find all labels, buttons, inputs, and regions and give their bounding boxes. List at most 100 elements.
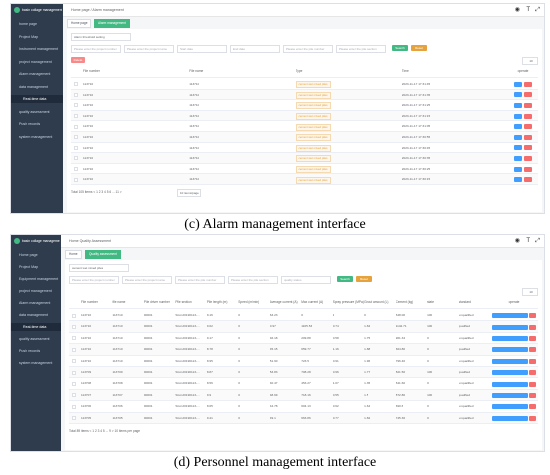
menu-item[interactable]: data management: [19, 84, 48, 89]
menu-item[interactable]: Real-time data: [11, 95, 63, 103]
menu-item[interactable]: Instrument management: [19, 47, 58, 51]
row-checkbox[interactable]: [72, 313, 76, 318]
filter-input[interactable]: Start date: [177, 45, 227, 53]
delete-row-button[interactable]: [529, 370, 536, 376]
edit-button[interactable]: [514, 134, 522, 140]
detail-button[interactable]: [492, 335, 528, 341]
menu-item[interactable]: home page: [19, 22, 37, 26]
filter-input[interactable]: Please enter the pile section: [336, 45, 386, 53]
filter-input[interactable]: quality status: [281, 276, 331, 284]
filter-input[interactable]: Please enter the project name: [124, 45, 174, 53]
tab[interactable]: Quality assessment: [85, 250, 121, 259]
page-size[interactable]: 10: [522, 288, 538, 296]
filter-input[interactable]: Please enter the project name: [122, 276, 172, 284]
delete-row-button[interactable]: [529, 392, 536, 398]
tab[interactable]: Home: [65, 250, 82, 259]
detail-button[interactable]: [492, 347, 528, 353]
search-button[interactable]: Search: [337, 276, 353, 282]
edit-button[interactable]: [514, 124, 522, 130]
delete-row-button[interactable]: [529, 313, 536, 319]
header-icon[interactable]: T: [526, 7, 530, 13]
search-button[interactable]: Search: [392, 45, 408, 51]
edit-button[interactable]: [514, 155, 522, 161]
menu-item[interactable]: quality assessment: [19, 109, 50, 114]
filter-input[interactable]: Please enter the pile section: [228, 276, 278, 284]
header-icon[interactable]: ◉: [514, 238, 520, 244]
menu-item[interactable]: Real-time data: [11, 323, 61, 331]
menu-item[interactable]: quality assessment: [19, 337, 50, 341]
delete-row-button[interactable]: [529, 415, 536, 421]
menu-item[interactable]: Push records: [19, 122, 41, 126]
row-checkbox[interactable]: [72, 370, 76, 375]
header-icon[interactable]: ⤢: [535, 238, 540, 244]
row-checkbox[interactable]: [74, 114, 78, 119]
menu-item[interactable]: Alarm management: [19, 301, 51, 305]
row-checkbox[interactable]: [74, 92, 78, 97]
row-checkbox[interactable]: [74, 135, 78, 140]
pagination[interactable]: Total 105 items < 1 2 3 4 5 6 ... 11 >: [71, 190, 122, 194]
delete-row-button[interactable]: [524, 155, 532, 161]
delete-row-button[interactable]: [524, 134, 532, 140]
menu-item[interactable]: Home page: [19, 253, 38, 257]
filter-input[interactable]: Please enter the project number: [71, 45, 121, 53]
menu-item[interactable]: Alarm management: [19, 72, 51, 76]
delete-row-button[interactable]: [524, 177, 532, 183]
row-checkbox[interactable]: [74, 103, 78, 108]
delete-row-button[interactable]: [529, 324, 536, 330]
row-checkbox[interactable]: [74, 124, 78, 129]
header-icon[interactable]: T: [526, 238, 530, 244]
detail-button[interactable]: [492, 392, 528, 398]
pagination[interactable]: Total 89 items < 1 2 3 4 5 ... 9 > 10 it…: [69, 429, 141, 433]
menu-item[interactable]: Project Map: [19, 34, 39, 39]
page-size[interactable]: 10: [522, 57, 538, 65]
menu-item[interactable]: Equipment management: [19, 277, 59, 281]
tab[interactable]: Alarm management: [94, 19, 130, 28]
reset-button[interactable]: Reset: [356, 276, 372, 282]
edit-button[interactable]: [514, 92, 522, 98]
detail-button[interactable]: [492, 381, 528, 387]
delete-row-button[interactable]: [524, 145, 532, 151]
row-checkbox[interactable]: [72, 393, 76, 398]
detail-button[interactable]: [492, 313, 528, 319]
row-checkbox[interactable]: [74, 145, 78, 150]
menu-item[interactable]: data management: [19, 313, 48, 317]
reset-button[interactable]: Reset: [411, 45, 427, 51]
delete-row-button[interactable]: [524, 92, 532, 98]
toolbar-label[interactable]: Alarm threshold setting: [71, 33, 131, 41]
delete-row-button[interactable]: [529, 381, 536, 387]
menu-item[interactable]: Project Map: [19, 265, 39, 269]
row-checkbox[interactable]: [74, 82, 78, 87]
filter-input[interactable]: End date: [230, 45, 280, 53]
delete-row-button[interactable]: [529, 335, 536, 341]
detail-button[interactable]: [492, 415, 528, 421]
delete-row-button[interactable]: [529, 347, 536, 353]
menu-item[interactable]: system management: [19, 361, 53, 365]
detail-button[interactable]: [492, 358, 528, 364]
menu-item[interactable]: project management: [19, 289, 52, 293]
delete-row-button[interactable]: [524, 124, 532, 130]
row-checkbox[interactable]: [72, 347, 76, 352]
edit-button[interactable]: [514, 145, 522, 151]
delete-button[interactable]: Delete: [71, 57, 85, 63]
menu-item[interactable]: Push records: [19, 349, 41, 353]
row-checkbox[interactable]: [72, 404, 76, 409]
detail-button[interactable]: [492, 324, 528, 330]
edit-button[interactable]: [514, 166, 522, 172]
edit-button[interactable]: [514, 177, 522, 183]
delete-row-button[interactable]: [524, 113, 532, 119]
row-checkbox[interactable]: [74, 156, 78, 161]
detail-button[interactable]: [492, 370, 528, 376]
row-checkbox[interactable]: [74, 167, 78, 172]
row-checkbox[interactable]: [74, 177, 78, 182]
row-checkbox[interactable]: [72, 416, 76, 421]
delete-row-button[interactable]: [524, 102, 532, 108]
row-checkbox[interactable]: [72, 359, 76, 364]
edit-button[interactable]: [514, 113, 522, 119]
detail-button[interactable]: [492, 404, 528, 410]
row-checkbox[interactable]: [72, 325, 76, 330]
filter-input[interactable]: Please enter the project number: [69, 276, 119, 284]
tab[interactable]: Home page: [67, 19, 92, 28]
row-checkbox[interactable]: [72, 336, 76, 341]
header-icon[interactable]: ◉: [514, 7, 520, 13]
delete-row-button[interactable]: [529, 358, 536, 364]
